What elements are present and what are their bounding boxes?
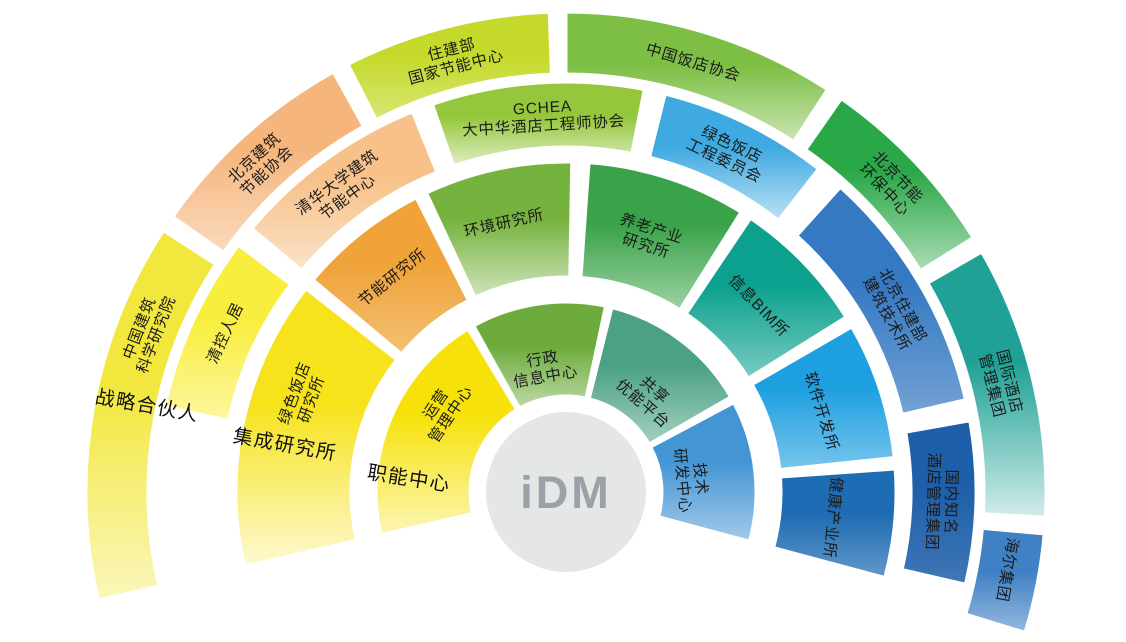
segment-domestic-hotel-groups xyxy=(900,419,978,587)
segment-bj-energy-environment-center xyxy=(803,96,976,273)
segment-tsinghua-habitat xyxy=(163,243,293,423)
segment-china-hotel-association xyxy=(564,10,830,144)
segment-green-hotel-institute xyxy=(234,286,399,569)
segment-info-bim-institute xyxy=(684,216,848,381)
segment-ops-management-center xyxy=(374,327,519,537)
segment-environment-institute xyxy=(424,160,574,300)
segment-tech-rd-center xyxy=(648,400,758,544)
segment-elderly-care-institute xyxy=(579,161,743,312)
segment-bj-building-energy-association xyxy=(170,70,366,255)
segment-mohurd-national-energy-center xyxy=(346,10,553,122)
segment-energy-saving-institute xyxy=(311,195,471,356)
segment-shared-enablement-platform xyxy=(587,305,733,447)
center-logo-idm: iDM xyxy=(520,467,612,518)
segment-green-hotel-engineering-committee xyxy=(647,92,821,223)
segment-china-academy-building-research xyxy=(84,228,218,602)
segment-admin-info-center xyxy=(471,300,608,411)
segment-health-industry-institute xyxy=(771,467,898,580)
segment-intl-hotel-groups xyxy=(925,249,1048,519)
label-domestic-hotel-groups: 国内知名酒店管理集团 xyxy=(923,452,962,551)
segment-bj-mohurd-building-tech-institute xyxy=(794,185,968,417)
segment-haier-group xyxy=(963,526,1046,635)
segment-software-dev-institute xyxy=(750,324,896,472)
segment-gchea-association xyxy=(430,80,646,168)
segment-thu-building-energy-center xyxy=(249,109,439,273)
center-circle xyxy=(486,412,646,572)
